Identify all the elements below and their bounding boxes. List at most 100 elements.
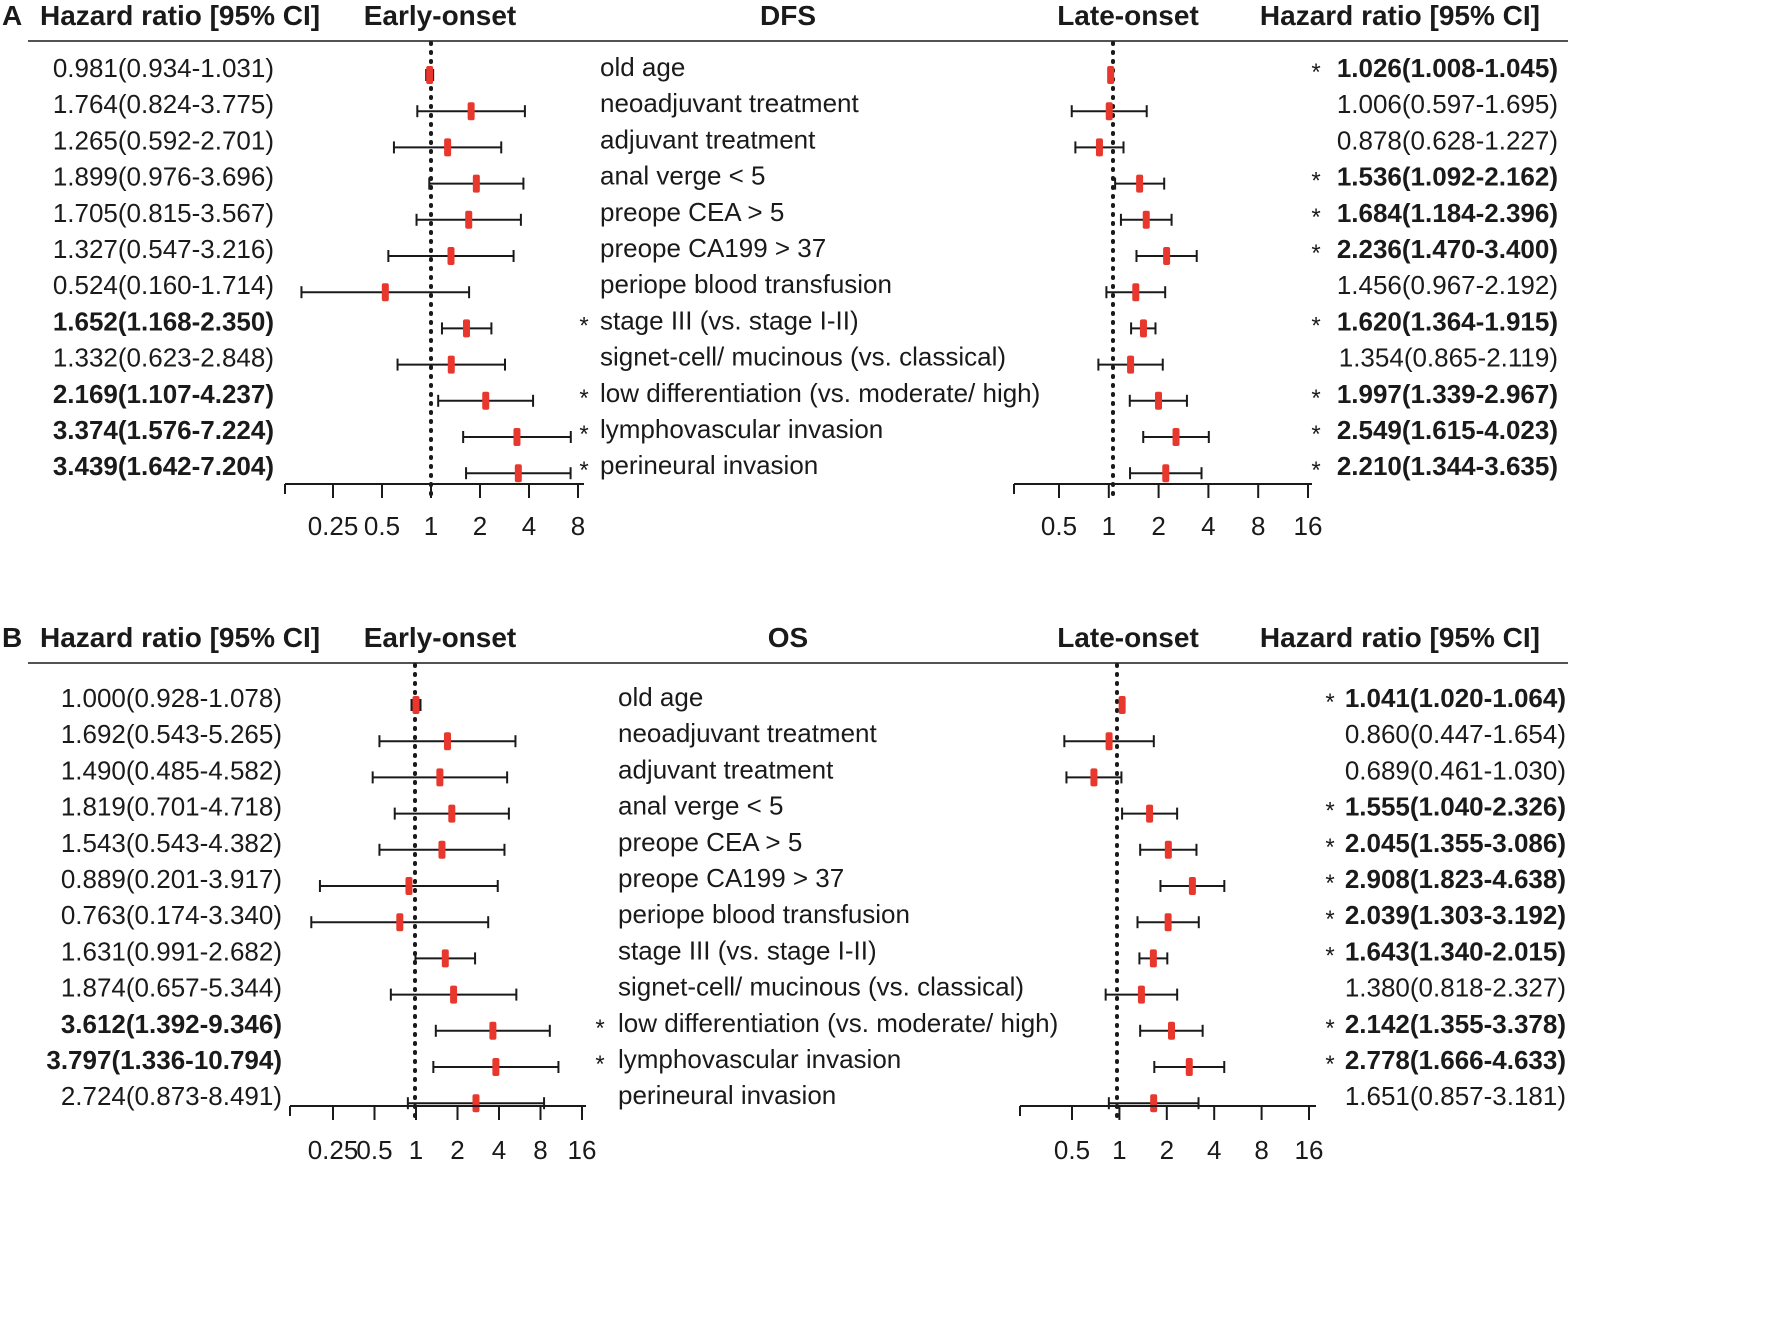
left-hr-label: 0.524(0.160-1.714) <box>53 270 274 300</box>
right-hr-label: 2.045(1.355-3.086) <box>1345 828 1566 858</box>
table-row: 1.332(0.623-2.848) signet-cell/ mucinous … <box>53 342 1558 374</box>
right-hr-point <box>1105 102 1113 121</box>
right-group-header: Late-onset <box>1057 0 1199 31</box>
right-hr-label: 0.689(0.461-1.030) <box>1345 755 1566 785</box>
right-hr-header: Hazard ratio [95% CI] <box>1260 0 1540 31</box>
variable-label: signet-cell/ mucinous (vs. classical) <box>618 972 1024 1002</box>
variable-label: stage III (vs. stage I-II) <box>618 935 877 965</box>
variable-label: low differentiation (vs. moderate/ high) <box>618 1008 1058 1038</box>
left-group-header: Early-onset <box>364 622 517 653</box>
left-hr-label: 0.889(0.201-3.917) <box>61 864 282 894</box>
right-hr-point <box>1127 355 1135 374</box>
right-hr-label: 2.908(1.823-4.638) <box>1345 864 1566 894</box>
panel-letter: B <box>2 622 22 653</box>
right-hr-label: 1.620(1.364-1.915) <box>1337 306 1558 336</box>
table-row: 1.764(0.824-3.775) neoadjuvant treatment 1… <box>53 88 1558 121</box>
left-tick-label: 4 <box>492 1135 506 1165</box>
variable-label: anal verge < 5 <box>618 791 784 821</box>
right-significance-star: * <box>1311 59 1320 86</box>
right-hr-label: 1.354(0.865-2.119) <box>1339 343 1558 373</box>
left-hr-point <box>426 66 434 84</box>
right-hr-point <box>1185 1058 1193 1076</box>
variable-label: lymphovascular invasion <box>600 414 883 444</box>
left-tick-label: 0.5 <box>356 1135 392 1165</box>
right-tick-label: 1 <box>1102 511 1116 541</box>
left-significance-star: * <box>579 385 588 412</box>
left-significance-star: * <box>595 1051 604 1078</box>
left-significance-star: * <box>579 457 588 484</box>
variable-label: perineural invasion <box>618 1080 836 1110</box>
table-row: 1.631(0.991-2.682) stage III (vs. stage I… <box>61 935 1566 969</box>
right-hr-point <box>1154 391 1162 410</box>
right-hr-point <box>1172 428 1180 446</box>
table-row: 3.797(1.336-10.794) * lymphovascular invas… <box>46 1044 1566 1078</box>
table-row: 0.889(0.201-3.917) preope CA199 > 37 * 2.90… <box>61 863 1566 897</box>
left-hr-point <box>513 428 521 446</box>
table-row: 1.652(1.168-2.350) * stage III (vs. stage … <box>53 305 1558 339</box>
left-hr-label: 1.332(0.623-2.848) <box>53 343 274 373</box>
left-hr-label: 0.763(0.174-3.340) <box>61 900 282 930</box>
left-hr-label: 1.874(0.657-5.344) <box>61 973 282 1003</box>
left-hr-label: 1.705(0.815-3.567) <box>53 198 274 228</box>
right-significance-star: * <box>1325 689 1334 716</box>
right-hr-point <box>1107 66 1115 84</box>
table-row: 1.000(0.928-1.078) old age * 1.041(1.020-1.… <box>61 682 1566 716</box>
right-hr-label: 1.555(1.040-2.326) <box>1345 792 1566 822</box>
left-hr-label: 1.631(0.991-2.682) <box>61 936 282 966</box>
right-hr-label: 2.039(1.303-3.192) <box>1345 900 1566 930</box>
left-hr-label: 3.797(1.336-10.794) <box>46 1045 282 1075</box>
left-hr-label: 3.439(1.642-7.204) <box>53 451 274 481</box>
right-hr-point <box>1095 138 1103 157</box>
left-hr-point <box>465 210 473 229</box>
right-hr-point <box>1136 174 1144 193</box>
right-hr-point <box>1137 985 1145 1004</box>
left-hr-label: 3.612(1.392-9.346) <box>61 1009 282 1039</box>
right-significance-star: * <box>1325 834 1334 861</box>
variable-label: stage III (vs. stage I-II) <box>600 305 859 335</box>
left-tick-label: 1 <box>424 511 438 541</box>
variable-label: neoadjuvant treatment <box>600 88 860 118</box>
left-hr-label: 1.899(0.976-3.696) <box>53 162 274 192</box>
right-hr-point <box>1167 1021 1175 1040</box>
right-hr-label: 0.860(0.447-1.654) <box>1345 719 1566 749</box>
left-hr-header: Hazard ratio [95% CI] <box>40 622 320 653</box>
left-hr-point <box>489 1021 497 1040</box>
right-hr-label: 2.210(1.344-3.635) <box>1337 451 1558 481</box>
table-row: 1.899(0.976-3.696) anal verge < 5 * 1.536(1… <box>53 161 1558 195</box>
right-significance-star: * <box>1325 942 1334 969</box>
right-significance-star: * <box>1311 312 1320 339</box>
variable-label: neoadjuvant treatment <box>618 718 878 748</box>
right-hr-point <box>1139 319 1147 338</box>
left-hr-point <box>438 840 446 859</box>
right-hr-point <box>1146 804 1154 823</box>
right-tick-label: 2 <box>1151 511 1165 541</box>
variable-label: adjuvant treatment <box>600 124 816 154</box>
table-row: 1.692(0.543-5.265) neoadjuvant treatment 0… <box>61 718 1566 751</box>
left-hr-point <box>405 877 413 895</box>
right-significance-star: * <box>1325 906 1334 933</box>
variable-label: preope CEA > 5 <box>600 197 784 227</box>
right-hr-label: 1.041(1.020-1.064) <box>1345 683 1566 713</box>
table-row: 0.763(0.174-3.340) periope blood transfus… <box>61 899 1566 933</box>
right-tick-label: 8 <box>1251 511 1265 541</box>
left-hr-label: 0.981(0.934-1.031) <box>53 53 274 83</box>
left-hr-point <box>444 138 452 157</box>
right-tick-label: 2 <box>1160 1135 1174 1165</box>
left-hr-point <box>381 283 389 302</box>
right-hr-label: 1.643(1.340-2.015) <box>1345 936 1566 966</box>
right-significance-star: * <box>1325 1051 1334 1078</box>
left-hr-label: 1.490(0.485-4.582) <box>61 755 282 785</box>
panel-a: A Hazard ratio [95% CI] Early-onset DFS Late… <box>2 0 1568 541</box>
right-hr-point <box>1118 696 1126 714</box>
left-hr-label: 2.169(1.107-4.237) <box>53 379 274 409</box>
table-row: 0.981(0.934-1.031) old age * 1.026(1.008-1.… <box>53 52 1558 86</box>
left-hr-label: 1.543(0.543-4.382) <box>61 828 282 858</box>
right-hr-point <box>1164 840 1172 859</box>
table-row: 3.439(1.642-7.204) * perineural invasion * 2… <box>53 450 1558 484</box>
right-hr-point <box>1164 913 1172 932</box>
left-hr-point <box>412 696 420 714</box>
right-significance-star: * <box>1311 421 1320 448</box>
table-row: 1.819(0.701-4.718) anal verge < 5 * 1.555(1… <box>61 791 1566 825</box>
variable-label: periope blood transfusion <box>618 899 910 929</box>
